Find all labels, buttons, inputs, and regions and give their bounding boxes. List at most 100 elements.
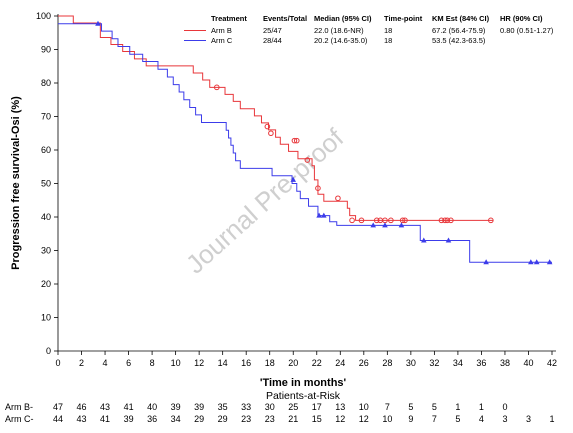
risk-count: 4 xyxy=(479,414,484,424)
censor-marker xyxy=(315,185,321,191)
risk-table: Arm B- 47 46 43 41 40 39 39 35 33 30 25 17 13 10 7 5 5 1 1 0… xyxy=(5,402,555,424)
risk-count: 17 xyxy=(312,402,322,412)
censor-marker xyxy=(445,237,452,243)
table-header: KM Est (84% CI) xyxy=(432,14,490,23)
risk-count: 5 xyxy=(432,402,437,412)
summary-table: Treatment Events/Total Median (95% CI) Time… xyxy=(184,14,554,45)
risk-count: 9 xyxy=(408,414,413,424)
risk-count: 36 xyxy=(147,414,157,424)
risk-count: 15 xyxy=(312,414,322,424)
censor-marker xyxy=(335,195,341,202)
table-cell: 22.0 (18.6-NR) xyxy=(314,26,364,35)
censor-marker xyxy=(398,222,405,228)
risk-count: 41 xyxy=(124,402,134,412)
x-tick-label: 18 xyxy=(265,358,275,368)
censor-marker xyxy=(533,259,540,265)
table-cell: 20.2 (14.6-35.0) xyxy=(314,36,368,45)
x-tick-label: 10 xyxy=(171,358,181,368)
y-tick-label: 20 xyxy=(41,279,51,289)
risk-count: 10 xyxy=(382,414,392,424)
table-header: Time-point xyxy=(384,14,423,23)
table-cell: 18 xyxy=(384,26,392,35)
risk-count: 43 xyxy=(100,402,110,412)
censor-marker xyxy=(321,212,327,218)
table-cell: Arm B xyxy=(211,26,232,35)
x-tick-label: 16 xyxy=(241,358,251,368)
x-tick-label: 28 xyxy=(382,358,392,368)
risk-row-label: Arm B- xyxy=(5,402,33,412)
risk-count: 34 xyxy=(171,414,181,424)
table-header: Median (95% CI) xyxy=(314,14,372,23)
risk-count: 47 xyxy=(53,402,63,412)
table-header: Treatment xyxy=(211,14,247,23)
censor-marker xyxy=(382,222,388,228)
risk-count: 43 xyxy=(77,414,87,424)
y-tick-label: 0 xyxy=(46,346,51,356)
censor-marker xyxy=(388,217,394,224)
censor-marker xyxy=(444,217,451,224)
table-header: Events/Total xyxy=(263,14,307,23)
x-axis-title: 'Time in months' xyxy=(260,377,347,389)
table-cell: 18 xyxy=(384,36,392,45)
x-tick-label: 0 xyxy=(55,358,60,368)
censor-marker xyxy=(95,20,101,26)
x-tick-label: 32 xyxy=(429,358,439,368)
y-tick-label: 90 xyxy=(41,45,51,55)
risk-count: 29 xyxy=(194,414,204,424)
risk-row-label: Arm C- xyxy=(5,414,34,424)
censor-marker xyxy=(316,212,322,218)
table-header: HR (90% CI) xyxy=(500,14,543,23)
censor-marker xyxy=(349,217,355,224)
risk-count: 7 xyxy=(432,414,437,424)
table-cell: Arm C xyxy=(211,36,233,45)
risk-count: 33 xyxy=(241,402,251,412)
risk-count: 39 xyxy=(194,402,204,412)
x-tick-label: 42 xyxy=(547,358,557,368)
risk-count: 21 xyxy=(288,414,298,424)
risk-count: 3 xyxy=(526,414,531,424)
risk-table-title: Patients-at-Risk xyxy=(266,390,341,402)
x-tick-label: 20 xyxy=(288,358,298,368)
censor-marker xyxy=(358,217,365,224)
table-cell: 67.2 (56.4-75.9) xyxy=(432,26,486,35)
km-curve-arm_b xyxy=(58,15,494,221)
censor-marker xyxy=(213,84,220,91)
risk-count: 29 xyxy=(218,414,228,424)
table-cell: 25/47 xyxy=(263,26,282,35)
risk-count: 7 xyxy=(385,402,390,412)
censor-marker xyxy=(399,217,406,224)
risk-count: 10 xyxy=(359,402,369,412)
censor-marker xyxy=(420,237,427,243)
x-tick-label: 36 xyxy=(476,358,486,368)
censor-marker xyxy=(373,217,380,224)
censor-marker xyxy=(438,217,445,224)
risk-count: 30 xyxy=(265,402,275,412)
risk-count: 3 xyxy=(502,414,507,424)
censor-marker xyxy=(448,217,454,224)
y-tick-label: 30 xyxy=(41,246,51,256)
risk-count: 46 xyxy=(77,402,87,412)
risk-count: 1 xyxy=(455,402,460,412)
risk-count: 39 xyxy=(124,414,134,424)
risk-count: 40 xyxy=(147,402,157,412)
censor-marker xyxy=(442,217,448,224)
x-tick-label: 38 xyxy=(500,358,510,368)
censor-marker xyxy=(370,222,377,228)
x-tick-label: 30 xyxy=(406,358,416,368)
censor-marker xyxy=(546,259,553,265)
x-tick-label: 6 xyxy=(126,358,131,368)
table-cell: 0.80 (0.51-1.27) xyxy=(500,26,554,35)
risk-count: 23 xyxy=(241,414,251,424)
y-tick-label: 100 xyxy=(36,11,51,21)
y-tick-label: 70 xyxy=(41,112,51,122)
censor-marker xyxy=(304,157,311,163)
y-tick-label: 10 xyxy=(41,313,51,323)
censor-marker xyxy=(293,137,300,144)
censor-marker xyxy=(488,217,494,224)
censor-marker xyxy=(291,137,298,144)
table-cell: 28/44 xyxy=(263,36,282,45)
y-axis-title: Progression free survival-Osi (%) xyxy=(10,96,22,270)
y-tick-label: 50 xyxy=(41,179,51,189)
